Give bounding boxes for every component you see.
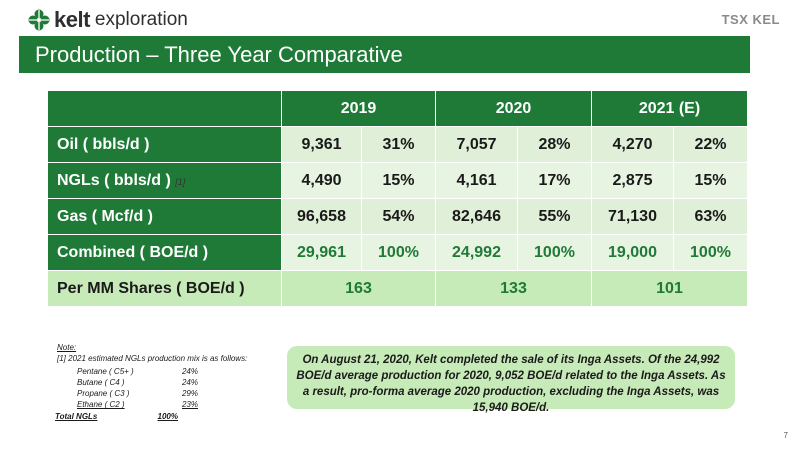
header-corner-cell [47, 90, 282, 127]
table-cell: 100% [673, 234, 748, 271]
title-bar: Production – Three Year Comparative [19, 36, 750, 73]
table-header-row: 2019 2020 2021 (E) [47, 90, 748, 127]
table-cell: 28% [517, 126, 592, 163]
row-label-oil: Oil ( bbls/d ) [47, 126, 282, 163]
table-row: Gas ( Mcf/d ) 96,658 54% 82,646 55% 71,1… [47, 198, 748, 235]
year-header: 2019 [281, 90, 436, 127]
mix-pct: 24% [181, 377, 198, 387]
mix-name: Propane ( C3 ) [77, 389, 130, 399]
table-cell: 71,130 [591, 198, 674, 235]
table-cell: 63% [673, 198, 748, 235]
table-cell: 54% [361, 198, 436, 235]
ngl-mix-list: Pentane ( C5+ ) 24% Butane ( C4 ) 24% Prop… [77, 366, 247, 411]
mix-name: Ethane ( C2 ) [77, 400, 125, 410]
table-cell: 22% [673, 126, 748, 163]
footnote-block: Note: [1] 2021 estimated NGLs production… [55, 342, 248, 422]
table-cell: 55% [517, 198, 592, 235]
table-cell: 7,057 [435, 126, 518, 163]
logo-suffix-text: exploration [94, 9, 188, 30]
note-heading: Note: [57, 343, 77, 352]
inga-sale-callout: On August 21, 2020, Kelt completed the s… [287, 346, 735, 414]
table-row: Combined ( BOE/d ) 29,961 100% 24,992 10… [47, 234, 748, 271]
row-label-text: NGLs ( bbls/d ) [57, 171, 171, 189]
year-header: 2020 [435, 90, 592, 127]
footnote-ref: [1] [175, 176, 186, 187]
total-label: Total NGLs [55, 411, 98, 421]
table-cell: 4,490 [281, 162, 362, 199]
mix-name: Butane ( C4 ) [77, 377, 125, 387]
table-cell: 163 [281, 270, 436, 307]
note-line: [1] 2021 estimated NGLs production mix i… [57, 354, 248, 364]
mix-pct: 29% [181, 389, 198, 399]
row-label-gas: Gas ( Mcf/d ) [47, 198, 282, 235]
table-cell: 17% [517, 162, 592, 199]
table-cell: 133 [435, 270, 592, 307]
row-label-per-share: Per MM Shares ( BOE/d ) [47, 270, 282, 307]
list-item: Propane ( C3 ) 29% [77, 388, 198, 399]
table-cell: 82,646 [435, 198, 518, 235]
kelt-logo: kelt exploration [28, 7, 188, 33]
table-cell: 29,961 [281, 234, 362, 271]
list-item: Butane ( C4 ) 24% [77, 377, 198, 388]
total-pct: 100% [157, 411, 178, 421]
production-table: 2019 2020 2021 (E) Oil ( bbls/d ) 9,361 … [47, 90, 748, 307]
table-cell: 2,875 [591, 162, 674, 199]
table-cell: 31% [361, 126, 436, 163]
table-cell: 96,658 [281, 198, 362, 235]
table-cell: 101 [591, 270, 748, 307]
ngl-total: Total NGLs 100% [55, 411, 178, 422]
row-label-ngls: NGLs ( bbls/d ) [1] [47, 162, 282, 199]
table-row: NGLs ( bbls/d ) [1] 4,490 15% 4,161 17% … [47, 162, 748, 199]
clover-logo-icon [28, 9, 50, 31]
table-cell: 9,361 [281, 126, 362, 163]
table-cell: 19,000 [591, 234, 674, 271]
logo-brand-text: kelt [54, 7, 90, 32]
table-cell: 100% [361, 234, 436, 271]
table-cell: 4,161 [435, 162, 518, 199]
page-number: 7 [783, 431, 788, 440]
page-title: Production – Three Year Comparative [35, 42, 403, 67]
row-label-combined: Combined ( BOE/d ) [47, 234, 282, 271]
per-share-row: Per MM Shares ( BOE/d ) 163 133 101 [47, 270, 748, 307]
list-item: Pentane ( C5+ ) 24% [77, 366, 198, 377]
table-cell: 24,992 [435, 234, 518, 271]
list-item: Ethane ( C2 ) 23% [77, 399, 198, 410]
table-cell: 100% [517, 234, 592, 271]
mix-pct: 23% [181, 400, 198, 410]
year-header: 2021 (E) [591, 90, 748, 127]
table-row: Oil ( bbls/d ) 9,361 31% 7,057 28% 4,270… [47, 126, 748, 163]
mix-name: Pentane ( C5+ ) [77, 366, 134, 376]
table-cell: 15% [673, 162, 748, 199]
mix-pct: 24% [181, 366, 198, 376]
table-cell: 4,270 [591, 126, 674, 163]
table-cell: 15% [361, 162, 436, 199]
exchange-logo: TSX KEL [721, 12, 780, 27]
